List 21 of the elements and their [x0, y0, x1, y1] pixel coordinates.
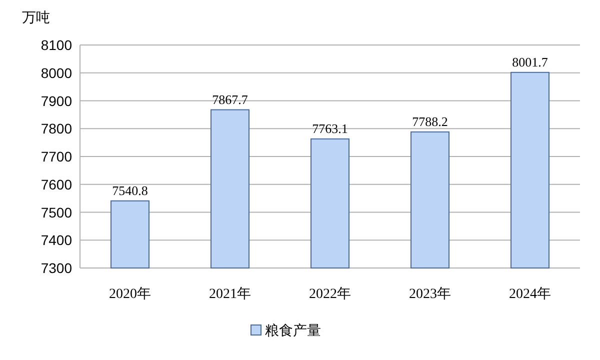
x-tick-label: 2022年: [309, 286, 351, 302]
x-tick-label: 2024年: [509, 286, 551, 302]
y-tick-label: 7600: [40, 176, 72, 192]
data-label: 7867.7: [212, 92, 248, 107]
data-label: 7788.2: [412, 114, 448, 129]
x-tick-label: 2023年: [409, 286, 451, 302]
y-tick-label: 7800: [40, 120, 72, 137]
y-tick-label: 7400: [40, 232, 72, 248]
y-tick-label: 8000: [40, 64, 72, 81]
x-tick-label: 2021年: [209, 286, 251, 302]
y-tick-label: 7500: [40, 204, 72, 220]
data-label: 7540.8: [112, 182, 148, 198]
data-label: 8001.7: [512, 54, 548, 70]
legend-label: 粮食产量: [265, 322, 321, 338]
y-tick-label: 7300: [40, 260, 72, 276]
y-tick-label: 7900: [40, 92, 72, 109]
y-tick-label: 7700: [40, 148, 72, 164]
data-label: 7763.1: [312, 120, 348, 136]
y-axis-title: 万吨: [22, 9, 50, 25]
x-tick-label: 2020年: [109, 286, 151, 302]
y-tick-label: 8100: [40, 37, 72, 53]
